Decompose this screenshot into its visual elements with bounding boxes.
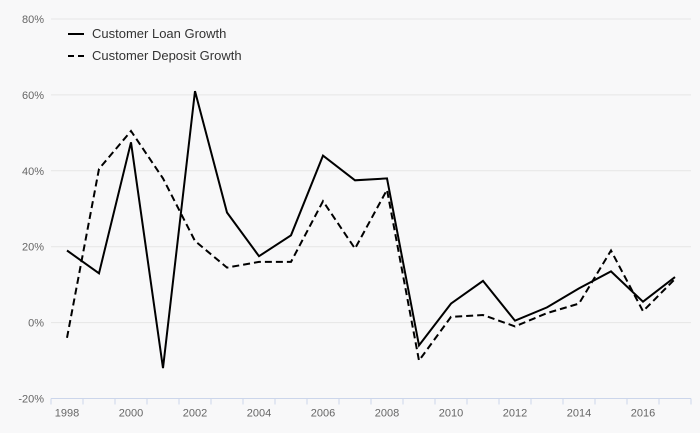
x-axis-label: 2008 (375, 408, 399, 420)
y-axis-label: 80% (22, 14, 44, 26)
x-axis-label: 2000 (119, 408, 143, 420)
y-axis-label: 40% (22, 166, 44, 178)
deposit-growth-line[interactable] (66, 129, 676, 364)
x-axis-label: 2002 (183, 408, 207, 420)
legend-item-customer-deposit-growth[interactable]: Customer Deposit Growth (68, 47, 242, 64)
loan-growth-line[interactable] (66, 90, 676, 369)
x-axis-label: 2016 (631, 408, 655, 420)
legend-item-customer-loan-growth[interactable]: Customer Loan Growth (68, 25, 242, 42)
legend-label-loan-growth: Customer Loan Growth (92, 26, 227, 41)
legend-label-deposit-growth: Customer Deposit Growth (92, 48, 242, 63)
x-axis-label: 2010 (439, 408, 463, 420)
y-axis-label: 60% (22, 90, 44, 102)
y-axis-label: 0% (28, 318, 44, 330)
solid-line-icon (68, 32, 84, 35)
x-axis-label: 2004 (247, 408, 271, 420)
dashed-line-icon (68, 54, 84, 57)
y-axis-label: 20% (22, 242, 44, 254)
x-axis-label: 2006 (311, 408, 335, 420)
x-axis-label: 1998 (55, 408, 79, 420)
legend: Customer Loan Growth Customer Deposit Gr… (68, 25, 242, 64)
y-axis-label: -20% (18, 394, 44, 406)
x-axis-label: 2012 (503, 408, 527, 420)
x-axis-label: 2014 (567, 408, 591, 420)
